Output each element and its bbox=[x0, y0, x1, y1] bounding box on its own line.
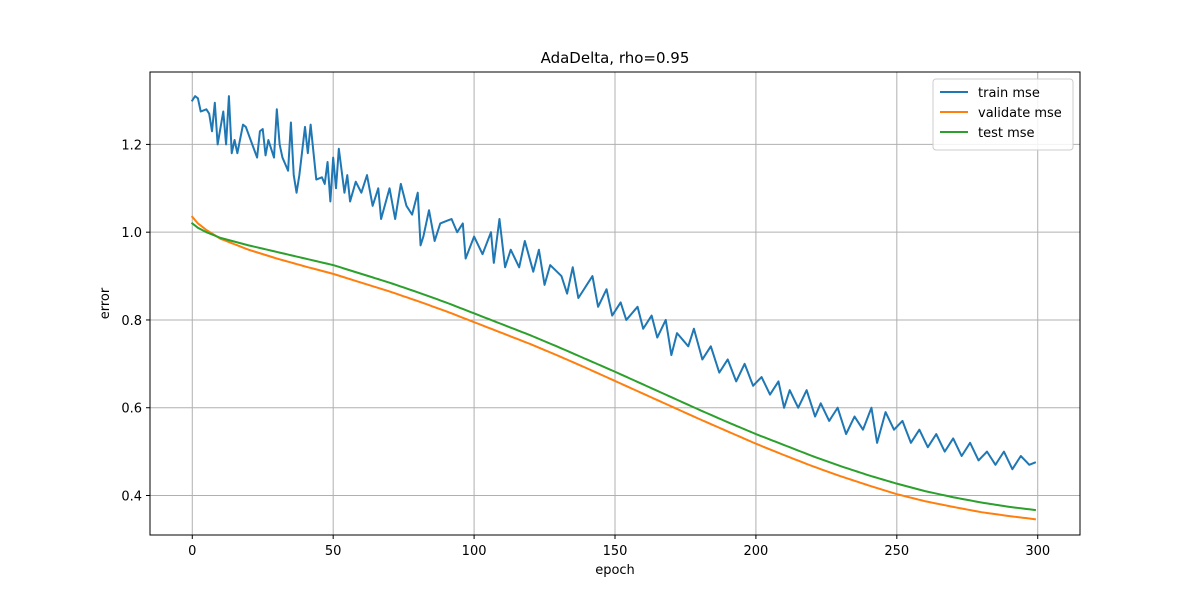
x-tick-label: 0 bbox=[188, 544, 196, 559]
series-line-test-mse bbox=[190, 222, 1037, 512]
x-tick-label: 250 bbox=[884, 544, 909, 559]
legend-label-validate-mse: validate mse bbox=[978, 106, 1062, 121]
x-axis-label: epoch bbox=[595, 563, 635, 578]
x-tick-label: 100 bbox=[462, 544, 487, 559]
x-tick-label: 150 bbox=[603, 544, 628, 559]
grid bbox=[150, 72, 1080, 535]
y-axis-label: error bbox=[98, 287, 113, 319]
y-tick-label: 0.4 bbox=[121, 490, 142, 505]
y-tick-label: 1.0 bbox=[121, 226, 142, 241]
x-tick-label: 200 bbox=[743, 544, 768, 559]
series-line-validate-mse bbox=[190, 215, 1037, 521]
legend-label-test-mse: test mse bbox=[978, 126, 1035, 141]
chart-title: AdaDelta, rho=0.95 bbox=[541, 49, 690, 67]
axis-ticks: 0 50 100 150 200 250 300 0.4 0.6 0.8 1.0 1.2 bbox=[121, 138, 1050, 559]
x-tick-label: 50 bbox=[325, 544, 342, 559]
plot-series bbox=[190, 95, 1037, 521]
legend-label-train-mse: train mse bbox=[978, 86, 1040, 101]
y-tick-label: 0.6 bbox=[121, 402, 142, 417]
y-tick-label: 1.2 bbox=[121, 138, 142, 153]
y-tick-label: 0.8 bbox=[121, 314, 142, 329]
legend: train mse validate mse test mse bbox=[932, 78, 1074, 151]
series-line-train-mse bbox=[190, 95, 1037, 471]
x-tick-label: 300 bbox=[1025, 544, 1050, 559]
